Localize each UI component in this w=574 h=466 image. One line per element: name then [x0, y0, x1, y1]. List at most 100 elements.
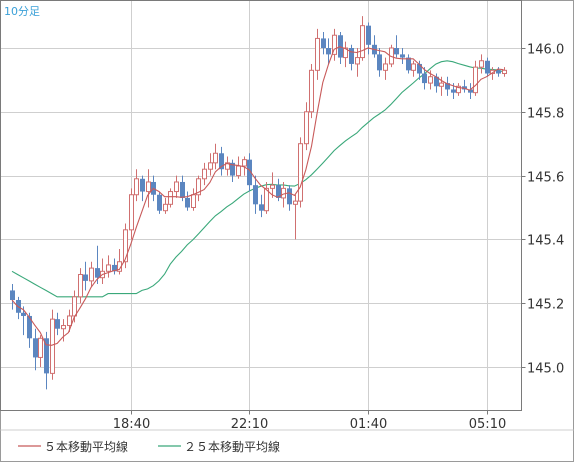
candle-body-up: [264, 187, 269, 212]
candle-body-up: [191, 194, 196, 209]
candle-body-up: [129, 194, 134, 231]
candle-body-up: [315, 37, 320, 71]
candle-body-up: [270, 184, 275, 189]
candle-body-up: [236, 165, 241, 177]
candle-body-up: [202, 168, 207, 180]
legend-label-ma5: ５本移動平均線: [44, 439, 128, 454]
candle-body-down: [366, 25, 371, 45]
candle-body-up: [38, 337, 43, 358]
x-tick-label: 05:10: [469, 417, 506, 432]
plot-area: [0, 0, 522, 411]
candle-body-down: [321, 38, 326, 48]
candle-body-up: [72, 296, 77, 317]
candle-body-down: [140, 178, 145, 192]
candles-layer: [10, 16, 507, 390]
legend: ５本移動平均線 ２５本移動平均線: [18, 439, 280, 454]
candle-body-up: [439, 82, 444, 87]
candle-body-up: [355, 57, 360, 65]
y-axis: 145.0 145.2 145.4 145.6 145.8 146.0: [521, 43, 564, 377]
candle-body-up: [196, 178, 201, 196]
candle-body-up: [174, 181, 179, 193]
candle-body-up: [146, 181, 151, 193]
candle-body-up: [67, 315, 72, 327]
candle-body-up: [242, 159, 247, 167]
candle-body-down: [259, 204, 264, 211]
x-tick-label: 01:40: [350, 417, 387, 432]
candle-body-up: [134, 178, 139, 196]
candle-body-down: [230, 162, 235, 176]
candle-body-down: [10, 290, 15, 301]
y-tick-label: 145.0: [527, 362, 564, 377]
candle-body-up: [298, 143, 303, 202]
ma5-layer: [11, 46, 504, 346]
candle-body-down: [287, 188, 292, 205]
candle-body-up: [50, 318, 55, 374]
candle-body-down: [27, 315, 32, 339]
candle-body-down: [422, 73, 427, 84]
candle-body-up: [106, 264, 111, 272]
candle-body-down: [496, 70, 501, 74]
candle-body-down: [247, 159, 252, 186]
candle-body-up: [383, 63, 388, 71]
candle-body-up: [168, 191, 173, 205]
candle-body-up: [304, 111, 309, 145]
candle-body-up: [360, 25, 365, 59]
y-tick-label: 145.6: [527, 171, 564, 186]
candle-body-up: [479, 60, 484, 68]
candle-body-up: [163, 203, 168, 212]
candle-body-down: [185, 197, 190, 208]
candle-body-up: [502, 69, 507, 75]
candle-body-up: [78, 273, 83, 298]
x-tick-label: 22:10: [231, 417, 268, 432]
candle-body-up: [343, 47, 348, 59]
y-tick-label: 145.2: [527, 298, 564, 313]
candle-body-up: [61, 325, 66, 330]
candle-body-down: [434, 76, 439, 87]
candle-body-down: [326, 48, 331, 55]
legend-label-ma25: ２５本移動平均線: [184, 439, 280, 454]
candle-body-up: [208, 162, 213, 170]
candle-body-down: [417, 63, 422, 74]
candle-body-up: [473, 66, 478, 94]
candle-body-down: [44, 338, 49, 374]
ma5-line: [11, 46, 504, 346]
candle-body-down: [219, 153, 224, 170]
candle-body-up: [293, 200, 298, 205]
y-tick-label: 145.4: [527, 234, 564, 249]
y-tick-label: 146.0: [527, 43, 564, 58]
candle-body-down: [112, 264, 117, 272]
candle-body-down: [445, 83, 450, 90]
candle-body-down: [157, 194, 162, 211]
candle-body-down: [349, 48, 354, 64]
candle-body-down: [83, 274, 88, 281]
candle-body-up: [428, 76, 433, 84]
x-axis: 18:40 22:10 01:40 05:10: [113, 410, 506, 432]
candle-body-down: [400, 54, 405, 58]
x-tick-label: 18:40: [113, 417, 150, 432]
candle-body-down: [377, 54, 382, 71]
candle-body-down: [468, 89, 473, 93]
candle-body-down: [180, 181, 185, 198]
candle-body-down: [276, 185, 281, 198]
candle-body-down: [33, 338, 38, 358]
candle-body-down: [55, 319, 60, 329]
candle-body-down: [485, 60, 490, 74]
candle-body-up: [332, 34, 337, 55]
candle-body-up: [213, 152, 218, 164]
candle-body-down: [95, 268, 100, 278]
candle-body-up: [123, 229, 128, 263]
y-tick-label: 145.8: [527, 107, 564, 122]
candle-body-down: [21, 312, 26, 316]
candle-body-up: [89, 267, 94, 282]
candle-body-down: [253, 185, 258, 205]
candle-body-down: [394, 48, 399, 55]
candle-body-down: [406, 57, 411, 71]
candle-body-up: [309, 69, 314, 113]
candle-body-up: [411, 63, 416, 71]
candle-body-down: [451, 89, 456, 93]
candle-body-up: [456, 85, 461, 94]
candle-body-up: [225, 162, 230, 170]
timeframe-label: 10分足: [4, 5, 40, 18]
